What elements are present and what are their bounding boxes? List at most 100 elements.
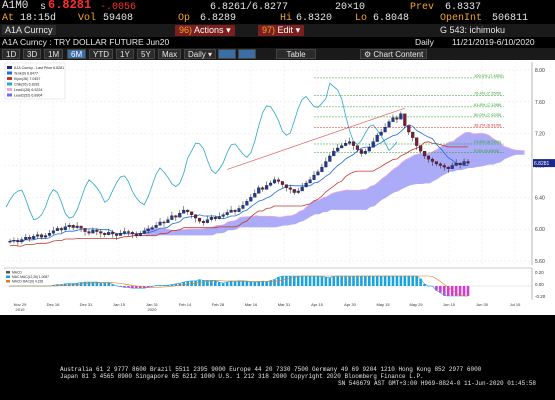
macd-histogram-bar [391, 276, 395, 286]
candle-body [434, 161, 438, 165]
macd-histogram-bar [63, 283, 67, 286]
frequency-select[interactable]: Daily ▾ [184, 49, 217, 59]
tab-5y[interactable]: 5Y [137, 49, 155, 59]
macd-histogram-bar [367, 276, 371, 286]
macd-histogram-bar [407, 276, 411, 286]
tab-max[interactable]: Max [158, 49, 182, 59]
candle-body [154, 225, 158, 228]
tab-1d[interactable]: 1D [2, 49, 21, 59]
last-price: 6.8281 [48, 0, 92, 12]
actions-num: 96) [179, 25, 193, 35]
footer-line-3: SN 546679 AST GMT+3:00 H969-8824-0 11-Ju… [338, 380, 537, 387]
macd-histogram-bar [87, 282, 91, 286]
frequency-label: Daily [188, 50, 206, 59]
candle-body [387, 121, 391, 128]
tab-1m[interactable]: 1M [44, 49, 64, 59]
candle-body [367, 147, 371, 152]
candle-body [130, 232, 134, 235]
edit-button[interactable]: 97) Edit ▾ [258, 25, 305, 36]
candle-body [351, 141, 356, 146]
macd-legend-swatch [6, 280, 10, 283]
tab-6m[interactable]: 6M [67, 49, 87, 59]
macd-histogram-bar [462, 286, 466, 296]
macd-histogram-bar [379, 276, 383, 286]
candle-body [126, 231, 130, 233]
macd-histogram-bar [202, 280, 205, 286]
macd-tick-label: -0.20 [535, 294, 546, 299]
y-tick-label: 7.20 [535, 132, 545, 138]
macd-histogram-bar [194, 280, 197, 286]
macd-histogram-bar [241, 280, 245, 286]
candle-body [446, 166, 450, 169]
footer: Australia 61 2 9777 8600 Brazil 5511 239… [0, 340, 555, 400]
chart-content-button[interactable]: ⚙ Chart Content [360, 49, 428, 59]
macd-histogram-bar [443, 286, 446, 296]
macd-histogram-bar [292, 276, 296, 286]
macd-histogram-bar [131, 286, 134, 289]
macd-histogram-bar [403, 276, 407, 286]
prev-value: 6.8337 [445, 2, 482, 13]
macd-histogram-bar [344, 276, 347, 286]
chevron-down-icon: ▾ [295, 25, 301, 35]
chart-type-button[interactable] [218, 49, 236, 59]
candle-body [300, 186, 304, 192]
candle-body [182, 209, 186, 214]
y-tick-label: 8.00 [535, 68, 545, 74]
fib-level-label: 38.2% (6.9100) [474, 122, 502, 127]
macd-histogram-bar [454, 286, 458, 296]
macd-histogram-bar [316, 276, 320, 286]
candle-body [415, 137, 419, 146]
macd-histogram-bar [415, 276, 418, 286]
macd-histogram-bar [217, 282, 221, 286]
macd-histogram-bar [285, 276, 288, 286]
macd-histogram-bar [419, 278, 422, 286]
macd-histogram-bar [340, 276, 343, 286]
candle-body [115, 233, 119, 236]
tab-1y[interactable]: 1Y [116, 49, 134, 59]
macd-histogram-bar [166, 285, 170, 286]
macd-signal-line [10, 275, 468, 297]
candle-body [63, 226, 67, 231]
high-value: 6.8320 [296, 13, 333, 24]
tab-3d[interactable]: 3D [23, 49, 42, 59]
macd-histogram-bar [265, 281, 268, 286]
macd-histogram-bar [83, 282, 87, 286]
x-tick-label: Apr 30 [344, 302, 357, 307]
security-field[interactable]: A1A Curncy [2, 25, 56, 35]
macd-histogram-bar [170, 284, 174, 286]
macd-histogram-bar [174, 283, 178, 286]
candle-body [233, 209, 237, 212]
candle-body [134, 233, 138, 236]
macd-histogram-bar [281, 276, 284, 286]
macd-histogram-bar [261, 281, 264, 286]
macd-histogram-bar [450, 286, 454, 296]
legend-label: Kijun(26) 7.0457 [14, 77, 40, 81]
chikou-line [5, 82, 398, 221]
macd-histogram-bar [395, 276, 399, 286]
candle-body [462, 161, 466, 165]
candle-body [458, 162, 462, 165]
macd-legend-swatch [6, 271, 10, 274]
candle-body [87, 231, 91, 234]
candle-body [466, 161, 470, 164]
open-value: 6.8289 [200, 13, 237, 24]
macd-legend-label: MAC MAC(12,26) 1.0087 [12, 275, 49, 279]
macd-histogram-bar [411, 276, 415, 286]
edit-label: Edit [277, 25, 294, 35]
x-tick-label: Mar 31 [278, 302, 291, 307]
candle-body [55, 228, 59, 231]
macd-histogram-bar [269, 280, 272, 286]
macd-histogram-bar [253, 282, 257, 286]
chart-type-button-2[interactable] [238, 49, 256, 59]
table-button[interactable]: Table [276, 49, 316, 59]
macd-histogram-bar [356, 276, 359, 286]
x-tick-label: Nov 29 [14, 302, 27, 307]
actions-button[interactable]: 96) Actions ▾ [175, 25, 235, 36]
candle-body [229, 209, 233, 213]
trend-line [227, 107, 405, 170]
macd-histogram-bar [146, 286, 150, 288]
macd-histogram-bar [198, 279, 201, 286]
tab-ytd[interactable]: YTD [89, 49, 113, 59]
